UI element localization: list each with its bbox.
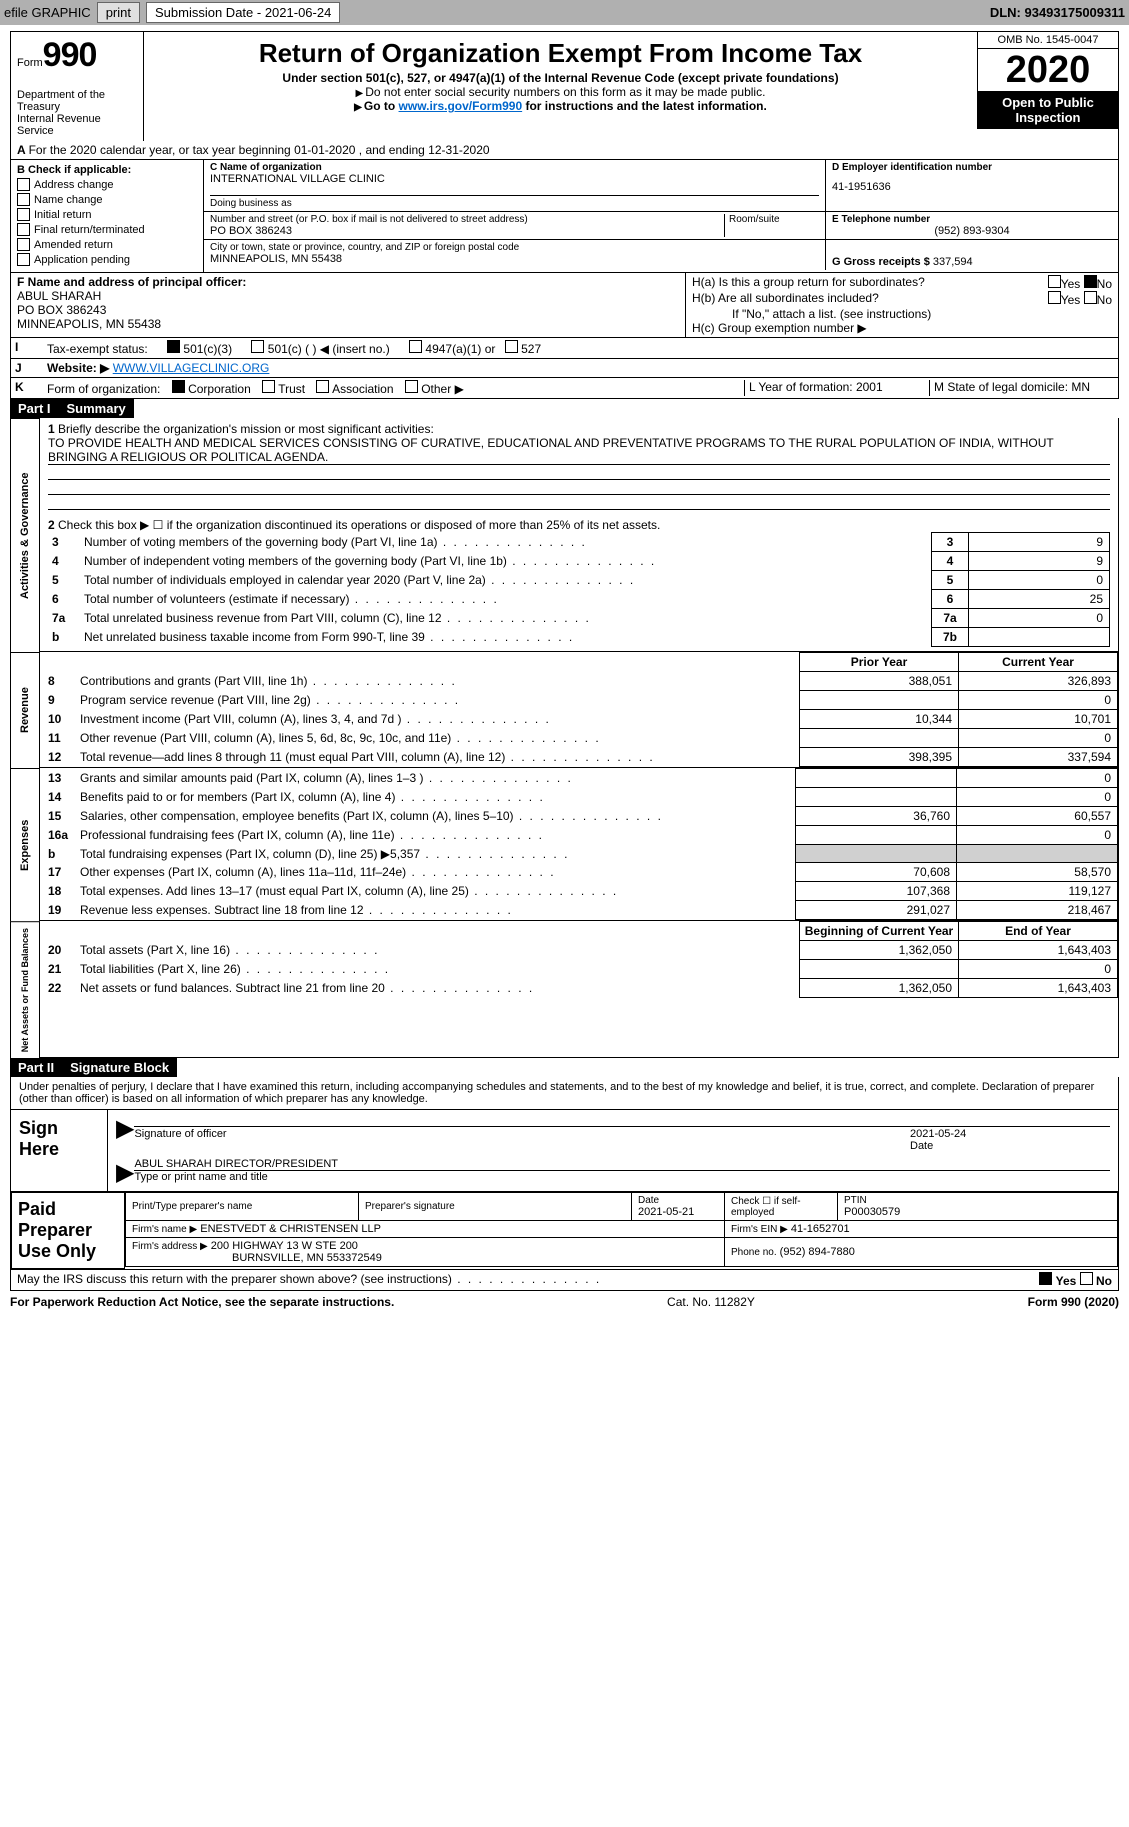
box-e-label: E Telephone number <box>832 214 1112 225</box>
irs-link[interactable]: www.irs.gov/Form990 <box>399 99 523 113</box>
officer-addr2: MINNEAPOLIS, MN 55438 <box>17 317 679 331</box>
hb-label: H(b) Are all subordinates included? <box>692 291 879 307</box>
chk-discuss-yes[interactable] <box>1039 1272 1052 1285</box>
row-k-text: Form of organization: <box>47 382 160 396</box>
org-name: INTERNATIONAL VILLAGE CLINIC <box>210 173 819 185</box>
omb-number: OMB No. 1545-0047 <box>978 32 1118 49</box>
vtab-governance: Activities & Governance <box>10 418 40 652</box>
box-d-label: D Employer identification number <box>832 162 1112 173</box>
header-grid: B Check if applicable: Address change Na… <box>10 160 1119 273</box>
gross-receipts: 337,594 <box>933 256 973 268</box>
chk-address[interactable] <box>17 178 30 191</box>
note-2-pre: Go to <box>364 99 399 113</box>
row-i-text: Tax-exempt status: <box>47 342 148 356</box>
form-title: Return of Organization Exempt From Incom… <box>148 38 973 69</box>
net-assets-table: Beginning of Current YearEnd of Year20To… <box>40 921 1118 998</box>
governance-table: 3Number of voting members of the governi… <box>48 532 1110 647</box>
chk-hb-no[interactable] <box>1084 291 1097 304</box>
open-public: Open to Public Inspection <box>978 91 1118 129</box>
expenses-table: 13Grants and similar amounts paid (Part … <box>40 768 1118 920</box>
part-2-header: Part IISignature Block <box>10 1058 1119 1077</box>
year-formation: L Year of formation: 2001 <box>744 380 929 396</box>
foot-left: For Paperwork Reduction Act Notice, see … <box>10 1295 394 1309</box>
discuss-row: May the IRS discuss this return with the… <box>10 1270 1119 1291</box>
dln-label: DLN: 93493175009311 <box>990 5 1125 20</box>
chk-hb-yes[interactable] <box>1048 291 1061 304</box>
preparer-table: Print/Type preparer's name Preparer's si… <box>125 1192 1118 1267</box>
chk-discuss-no[interactable] <box>1080 1272 1093 1285</box>
type-name-label: Type or print name and title <box>134 1170 1110 1183</box>
chk-501c[interactable] <box>251 340 264 353</box>
revenue-table: Prior YearCurrent Year8Contributions and… <box>40 652 1118 767</box>
submission-date: Submission Date - 2021-06-24 <box>146 2 340 23</box>
dba-label: Doing business as <box>210 195 819 209</box>
vtab-netassets: Net Assets or Fund Balances <box>10 921 40 1058</box>
addr-label: Number and street (or P.O. box if mail i… <box>210 214 724 225</box>
form-number: 990 <box>43 36 97 74</box>
dept-label: Department of the Treasury Internal Reve… <box>17 89 137 137</box>
efile-label: efile GRAPHIC <box>4 5 91 20</box>
room-label: Room/suite <box>724 214 819 237</box>
chk-ha-yes[interactable] <box>1048 275 1061 288</box>
officer-name: ABUL SHARAH <box>17 289 679 303</box>
box-b-title: B Check if applicable: <box>17 164 197 176</box>
q1-label: Briefly describe the organization's miss… <box>58 422 434 436</box>
chk-initial[interactable] <box>17 208 30 221</box>
chk-527[interactable] <box>505 340 518 353</box>
chk-ha-no[interactable] <box>1084 275 1097 288</box>
chk-assoc[interactable] <box>316 380 329 393</box>
footer: For Paperwork Reduction Act Notice, see … <box>10 1291 1119 1313</box>
row-i-lbl: I <box>11 338 43 358</box>
note-2-post: for instructions and the latest informat… <box>522 99 767 113</box>
website-link[interactable]: WWW.VILLAGECLINIC.ORG <box>113 361 270 375</box>
hb-note: If "No," attach a list. (see instruction… <box>692 307 1112 321</box>
ha-label: H(a) Is this a group return for subordin… <box>692 275 925 291</box>
chk-4947[interactable] <box>409 340 422 353</box>
foot-right: Form 990 (2020) <box>1028 1295 1119 1309</box>
line-a: A For the 2020 calendar year, or tax yea… <box>10 141 1119 160</box>
chk-pending[interactable] <box>17 253 30 266</box>
chk-other[interactable] <box>405 380 418 393</box>
declaration-text: Under penalties of perjury, I declare th… <box>11 1077 1118 1110</box>
fh-grid: F Name and address of principal officer:… <box>10 273 1119 338</box>
chk-final[interactable] <box>17 223 30 236</box>
tax-year: 2020 <box>978 49 1118 91</box>
officer-printed: ABUL SHARAH DIRECTOR/PRESIDENT <box>134 1158 1110 1170</box>
state-domicile: M State of legal domicile: MN <box>929 380 1114 396</box>
chk-501c3[interactable] <box>167 340 180 353</box>
city-value: MINNEAPOLIS, MN 55438 <box>210 253 819 265</box>
sig-officer-label: Signature of officer <box>134 1128 910 1152</box>
box-c-label: C Name of organization <box>210 162 819 173</box>
box-g-label: G Gross receipts $ <box>832 256 930 268</box>
mission-text: TO PROVIDE HEALTH AND MEDICAL SERVICES C… <box>48 436 1110 465</box>
form-header: Form990 Department of the Treasury Inter… <box>10 31 1119 141</box>
chk-corp[interactable] <box>172 380 185 393</box>
chk-trust[interactable] <box>262 380 275 393</box>
hc-label: H(c) Group exemption number ▶ <box>692 321 1112 335</box>
vtab-expenses: Expenses <box>10 768 40 921</box>
box-f-label: F Name and address of principal officer: <box>17 275 679 289</box>
ein-value: 41-1951636 <box>832 181 1112 193</box>
q2-text: Check this box ▶ ☐ if the organization d… <box>58 518 660 532</box>
phone-value: (952) 893-9304 <box>832 225 1112 237</box>
city-label: City or town, state or province, country… <box>210 242 819 253</box>
officer-addr1: PO BOX 386243 <box>17 303 679 317</box>
print-button[interactable]: print <box>97 2 140 23</box>
form-subtitle: Under section 501(c), 527, or 4947(a)(1)… <box>148 71 973 85</box>
paid-preparer-label: Paid Preparer Use Only <box>11 1192 125 1269</box>
addr-value: PO BOX 386243 <box>210 225 724 237</box>
vtab-revenue: Revenue <box>10 652 40 768</box>
part-1-header: Part ISummary <box>10 399 1119 418</box>
chk-amended[interactable] <box>17 238 30 251</box>
chk-name[interactable] <box>17 193 30 206</box>
row-j-lbl: J <box>11 359 43 377</box>
row-k-lbl: K <box>11 378 43 398</box>
sign-here-label: Sign Here <box>11 1110 108 1191</box>
note-1: Do not enter social security numbers on … <box>365 85 765 99</box>
form-label: Form <box>17 57 43 69</box>
row-j-text: Website: ▶ <box>47 361 109 375</box>
foot-mid: Cat. No. 11282Y <box>667 1295 755 1309</box>
top-toolbar: efile GRAPHIC print Submission Date - 20… <box>0 0 1129 25</box>
